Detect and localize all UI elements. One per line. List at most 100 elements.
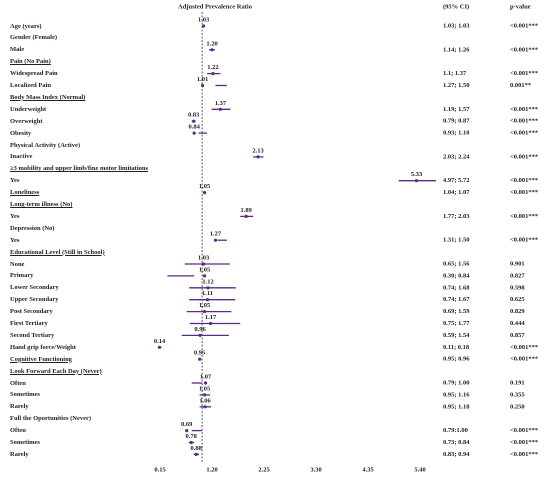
- value-label: 1.89: [240, 207, 252, 214]
- estimate-dot: [189, 440, 193, 445]
- row-label: Rarely: [10, 450, 29, 458]
- ci-label: 0.74; 1.67: [443, 296, 470, 303]
- p-value: 0.857: [510, 332, 525, 339]
- p-value: 0.250: [510, 403, 525, 410]
- ci-label: 0.79; 1.00: [443, 379, 470, 386]
- x-tick-label: 1.20: [206, 466, 217, 473]
- estimate-dot: [211, 72, 215, 76]
- ci-label: 0.79:1.00: [443, 427, 468, 434]
- p-value: <0.001***: [510, 439, 538, 446]
- estimate-dot: [192, 131, 196, 135]
- value-label: 0.83: [188, 112, 200, 119]
- ci-label: 0.79; 0.87: [443, 118, 470, 125]
- ci-label: 1.1; 1.37: [443, 70, 467, 77]
- p-value: <0.001***: [510, 130, 538, 137]
- row-label: Age (years): [10, 22, 42, 30]
- estimate-dot: [210, 48, 214, 52]
- ci-label: 0.65; 1.56: [443, 260, 470, 267]
- row-label: None: [10, 260, 25, 268]
- value-label: 1.03: [198, 254, 210, 261]
- p-value: <0.001***: [510, 189, 538, 196]
- row-label: Often: [10, 379, 26, 387]
- row-label: Long-term illness (No): [10, 201, 73, 208]
- estimate-dot: [256, 155, 260, 159]
- value-label: 1.07: [200, 373, 212, 380]
- row-label: Widespread Pain: [10, 70, 58, 78]
- value-label: 1.11: [202, 290, 213, 297]
- estimate-dot: [244, 214, 248, 218]
- value-label: 0.78: [186, 433, 198, 440]
- value-label: 5.33: [411, 171, 423, 178]
- p-value: 0.191: [510, 379, 525, 386]
- row-label: Pain (No Pain): [10, 58, 51, 66]
- value-label: 1.37: [215, 100, 227, 107]
- estimate-dot: [201, 24, 206, 28]
- row-label: Loneliness: [10, 189, 40, 197]
- row-label: Yes: [10, 177, 20, 185]
- value-label: 1.22: [207, 64, 218, 71]
- row-label: Yes: [10, 236, 20, 244]
- estimate-dot: [201, 262, 206, 266]
- chart-title: Adjusted Prevalence Ratio: [178, 3, 252, 10]
- p-value: <0.001***: [510, 356, 538, 363]
- x-tick-label: 4.35: [362, 466, 374, 473]
- row-label: Educational Level (Still in School): [10, 248, 105, 256]
- p-value: <0.001***: [510, 213, 538, 220]
- row-label: Gender (Female): [10, 34, 57, 42]
- ci-label: 0.59; 1.54: [443, 332, 470, 339]
- estimate-dot: [157, 345, 162, 349]
- ci-label: 4.97; 5.72: [443, 177, 470, 184]
- row-label: Upper Secondary: [10, 296, 59, 304]
- ci-label: 0.75; 1.77: [443, 320, 470, 327]
- row-label: Overweight: [10, 117, 43, 125]
- p-value: <0.001***: [510, 344, 538, 351]
- value-label: 1.05: [199, 302, 211, 309]
- value-label: 1.05: [199, 266, 211, 273]
- value-label: 1.12: [202, 278, 213, 285]
- row-label: Second Tertiary: [10, 331, 55, 339]
- estimate-dot: [206, 286, 210, 290]
- value-label: 1.06: [199, 397, 211, 404]
- estimate-dot: [213, 238, 218, 242]
- estimate-dot: [202, 393, 207, 397]
- value-label: 0.14: [154, 338, 166, 345]
- ci-label: 1.04; 1.07: [443, 189, 470, 196]
- p-value: <0.001***: [510, 46, 538, 53]
- x-tick-label: 0.15: [154, 466, 166, 473]
- p-value: <0.001***: [510, 177, 538, 184]
- p-value: <0.001***: [510, 427, 538, 434]
- p-value: <0.001***: [510, 70, 538, 77]
- x-tick-label: 3.30: [310, 466, 321, 473]
- p-value: 0.355: [510, 391, 525, 398]
- p-value: 0.001**: [510, 82, 531, 89]
- ci-label: 0.73; 0.84: [443, 439, 470, 446]
- estimate-dot: [194, 452, 198, 456]
- value-label: 1.05: [199, 385, 211, 392]
- ci-label: 0.30; 0.84: [443, 272, 470, 279]
- row-label: Underweight: [10, 105, 47, 113]
- ci-label: 1.14; 1.26: [443, 46, 470, 53]
- p-header: p-value: [510, 3, 531, 10]
- estimate-dot: [192, 119, 196, 123]
- ci-label: 0.95; 1.16: [443, 391, 470, 398]
- estimate-dot: [198, 333, 202, 337]
- ci-label: 0.93; 1.10: [443, 130, 470, 137]
- estimate-dot: [218, 107, 223, 111]
- estimate-dot: [202, 274, 207, 278]
- row-label: Depression (No): [10, 224, 55, 232]
- p-value: 0.901: [510, 260, 525, 267]
- row-label: Male: [10, 46, 25, 54]
- ci-header: (95% CI): [443, 3, 469, 10]
- row-label: Hand grip force/Weight: [10, 343, 76, 351]
- p-value: <0.001***: [510, 153, 538, 160]
- row-label: Cognitive Functioning: [10, 355, 72, 363]
- p-value: 0.829: [510, 308, 525, 315]
- estimate-dot: [185, 429, 189, 433]
- estimate-dot: [414, 179, 419, 183]
- row-label: Look Forward Each Day (Never): [10, 367, 102, 375]
- p-value: <0.001***: [510, 237, 538, 244]
- row-label: Often: [10, 427, 26, 435]
- ci-label: 1.19; 1.57: [443, 106, 470, 113]
- p-value: 0.444: [510, 320, 525, 327]
